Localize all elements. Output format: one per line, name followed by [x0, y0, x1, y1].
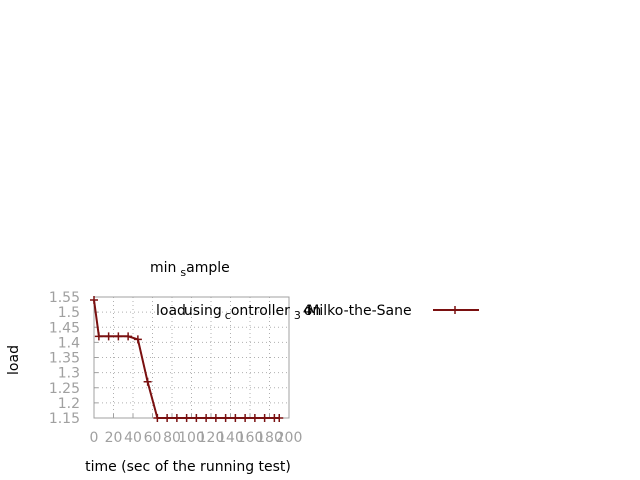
data-point: [211, 414, 220, 422]
data-point: [182, 414, 191, 422]
y-tick-label: 1.4: [58, 335, 80, 351]
x-tick-label: 200: [276, 430, 303, 446]
data-point: [241, 414, 250, 422]
x-tick-label: 180: [256, 430, 283, 446]
chart-title: min sample: [150, 260, 230, 279]
legend-part-controller: ontroller: [231, 303, 290, 319]
chart-title-sub: s: [180, 266, 186, 279]
data-point: [124, 332, 133, 341]
y-axis-label: load: [6, 345, 22, 375]
x-tick-label: 0: [90, 430, 99, 446]
legend: loadusing controller 3 4onMilko-the-Sane: [156, 303, 479, 322]
x-tick-label: 140: [217, 430, 244, 446]
y-tick-label: 1.15: [49, 411, 80, 427]
y-tick-label: 1.2: [58, 396, 80, 412]
chart-title-rest: ample: [186, 260, 230, 276]
data-point: [90, 296, 98, 305]
x-tick-label: 80: [163, 430, 181, 446]
x-axis-label: time (sec of the running test): [85, 459, 291, 475]
data-point: [133, 335, 142, 344]
data-point: [231, 414, 240, 422]
legend-part-host: Milko-the-Sane: [307, 303, 411, 319]
data-point: [94, 332, 103, 341]
legend-label: loadusing controller 3 4onMilko-the-Sane: [156, 303, 412, 322]
y-tick-label: 1.45: [49, 320, 80, 336]
x-tick-label: 160: [237, 430, 264, 446]
data-point: [153, 414, 162, 422]
legend-part-sub-3: 3: [294, 309, 301, 322]
data-point: [221, 414, 230, 422]
y-tick-label: 1.35: [49, 351, 80, 367]
y-tick-label: 1.25: [49, 381, 80, 397]
data-point: [260, 414, 269, 422]
data-point: [202, 414, 211, 422]
y-tick-label: 1.5: [58, 305, 80, 321]
x-tick-label: 120: [198, 430, 225, 446]
x-tick-label: 60: [144, 430, 162, 446]
legend-part-on: on: [304, 303, 321, 319]
legend-part-using: using: [184, 303, 222, 319]
data-point: [143, 377, 152, 386]
chart-title-main: min: [150, 260, 176, 276]
data-point: [163, 414, 172, 422]
data-point: [250, 414, 259, 422]
legend-part-load: load: [156, 303, 186, 319]
x-tick-label: 40: [124, 430, 142, 446]
legend-part-sub-c: c: [225, 309, 231, 322]
data-point: [104, 332, 113, 341]
x-tick-label: 100: [178, 430, 205, 446]
series-load: [90, 296, 284, 422]
legend-part-4: 4: [303, 303, 312, 319]
legend-marker-sample: [451, 306, 459, 314]
y-tick-labels: 1.151.21.251.31.351.41.451.51.55: [49, 290, 80, 427]
y-tick-label: 1.55: [49, 290, 80, 306]
data-point: [192, 414, 201, 422]
y-tick-label: 1.3: [58, 366, 80, 382]
data-point: [114, 332, 123, 341]
data-point: [172, 414, 181, 422]
x-tick-label: 20: [105, 430, 123, 446]
data-point: [275, 414, 284, 422]
